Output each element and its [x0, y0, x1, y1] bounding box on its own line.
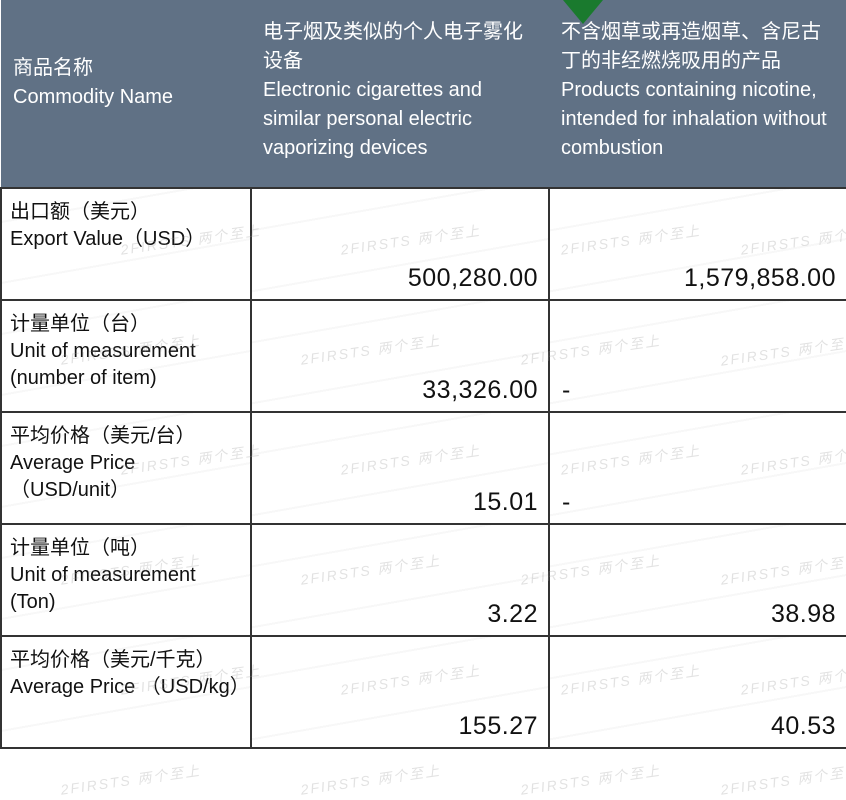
- header-en: Products containing nicotine, intended f…: [561, 76, 835, 163]
- row-label: 出口额（美元） Export Value（USD）: [1, 188, 251, 300]
- row-value-col2: 40.53: [549, 636, 846, 748]
- row-value-col2: 38.98: [549, 524, 846, 636]
- row-label-en: Average Price （USD/kg）: [10, 676, 250, 698]
- row-label: 计量单位（台） Unit of measurement (number of i…: [1, 300, 251, 412]
- table-row: 平均价格（美元/台） Average Price （USD/unit） 15.0…: [1, 412, 846, 524]
- header-zh: 电子烟及类似的个人电子雾化设备: [263, 18, 537, 76]
- row-value-col2: 1,579,858.00: [549, 188, 846, 300]
- watermark-text: 2FIRSTS 两个至上: [719, 760, 846, 799]
- table-row: 计量单位（吨） Unit of measurement (Ton) 3.22 3…: [1, 524, 846, 636]
- watermark-text: 2FIRSTS 两个至上: [519, 760, 662, 799]
- header-zh: 不含烟草或再造烟草、含尼古丁的非经燃烧吸用的产品: [561, 18, 835, 76]
- row-value-col1: 33,326.00: [251, 300, 549, 412]
- row-value-col1: 15.01: [251, 412, 549, 524]
- header-cell-commodity-name: 商品名称 Commodity Name: [1, 0, 251, 188]
- header-en: Commodity Name: [13, 83, 239, 112]
- row-label-en: Average Price （USD/unit）: [10, 452, 135, 501]
- watermark-text: 2FIRSTS 两个至上: [59, 760, 202, 799]
- row-value-col2: -: [549, 412, 846, 524]
- row-value-col1: 3.22: [251, 524, 549, 636]
- triangle-marker-icon: [563, 0, 603, 24]
- table-row: 平均价格（美元/千克） Average Price （USD/kg） 155.2…: [1, 636, 846, 748]
- row-label-en: Unit of measurement (number of item): [10, 340, 196, 389]
- row-label-zh: 出口额（美元）: [10, 201, 150, 223]
- table-row: 计量单位（台） Unit of measurement (number of i…: [1, 300, 846, 412]
- header-zh: 商品名称: [13, 54, 239, 83]
- header-cell-ecig: 电子烟及类似的个人电子雾化设备 Electronic cigarettes an…: [251, 0, 549, 188]
- row-label-en: Unit of measurement (Ton): [10, 564, 196, 613]
- watermark-text: 2FIRSTS 两个至上: [299, 760, 442, 799]
- row-label-zh: 计量单位（台）: [10, 313, 150, 335]
- commodity-table: 商品名称 Commodity Name 电子烟及类似的个人电子雾化设备 Elec…: [0, 0, 846, 749]
- header-cell-nicotine-products: 不含烟草或再造烟草、含尼古丁的非经燃烧吸用的产品 Products contai…: [549, 0, 846, 188]
- row-label-zh: 平均价格（美元/千克）: [10, 649, 216, 671]
- row-label-zh: 平均价格（美元/台）: [10, 425, 196, 447]
- row-value-col1: 155.27: [251, 636, 549, 748]
- row-label-en: Export Value（USD）: [10, 228, 205, 250]
- row-label: 平均价格（美元/千克） Average Price （USD/kg）: [1, 636, 251, 748]
- row-value-col2: -: [549, 300, 846, 412]
- table-header-row: 商品名称 Commodity Name 电子烟及类似的个人电子雾化设备 Elec…: [1, 0, 846, 188]
- row-value-col1: 500,280.00: [251, 188, 549, 300]
- row-label: 计量单位（吨） Unit of measurement (Ton): [1, 524, 251, 636]
- header-en: Electronic cigarettes and similar person…: [263, 76, 537, 163]
- row-label: 平均价格（美元/台） Average Price （USD/unit）: [1, 412, 251, 524]
- row-label-zh: 计量单位（吨）: [10, 537, 150, 559]
- table-row: 出口额（美元） Export Value（USD） 500,280.00 1,5…: [1, 188, 846, 300]
